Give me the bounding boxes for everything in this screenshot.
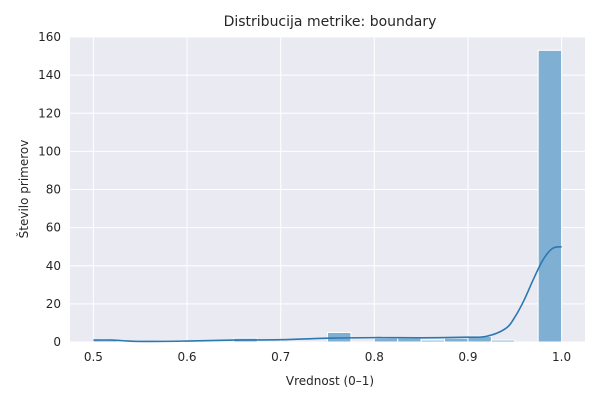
histogram-bar xyxy=(420,339,446,343)
x-tick-label: 0.6 xyxy=(177,350,196,364)
x-axis-ticks: 0.5 0.6 0.7 0.8 0.9 1.0 xyxy=(84,350,571,364)
chart-title: Distribucija metrike: boundary xyxy=(224,14,437,30)
histogram-bar xyxy=(397,337,422,343)
x-tick-label: 0.8 xyxy=(365,350,384,364)
x-tick-label: 1.0 xyxy=(552,350,571,364)
grid-lines xyxy=(70,36,585,343)
y-tick-label: 120 xyxy=(38,106,61,120)
y-tick-label: 100 xyxy=(38,144,61,158)
histogram-bar xyxy=(444,337,469,343)
kde-density-line xyxy=(93,245,562,343)
y-tick-label: 0 xyxy=(53,335,61,349)
y-tick-label: 60 xyxy=(46,221,61,235)
x-tick-label: 0.7 xyxy=(271,350,290,364)
y-tick-label: 80 xyxy=(46,183,61,197)
x-axis-label: Vrednost (0–1) xyxy=(286,374,374,388)
histogram-bar xyxy=(373,337,399,343)
histogram-bar xyxy=(467,335,492,343)
x-tick-label: 0.5 xyxy=(84,350,103,364)
y-axis-ticks: 0 20 40 60 80 100 120 140 160 xyxy=(38,30,61,349)
y-tick-label: 40 xyxy=(46,259,61,273)
histogram-bar xyxy=(490,339,516,343)
y-tick-label: 140 xyxy=(38,68,61,82)
y-tick-label: 160 xyxy=(38,30,61,44)
x-tick-label: 0.9 xyxy=(458,350,477,364)
y-tick-label: 20 xyxy=(46,297,61,311)
histogram-bar xyxy=(537,49,563,343)
y-axis-label: Število primerov xyxy=(16,140,31,239)
